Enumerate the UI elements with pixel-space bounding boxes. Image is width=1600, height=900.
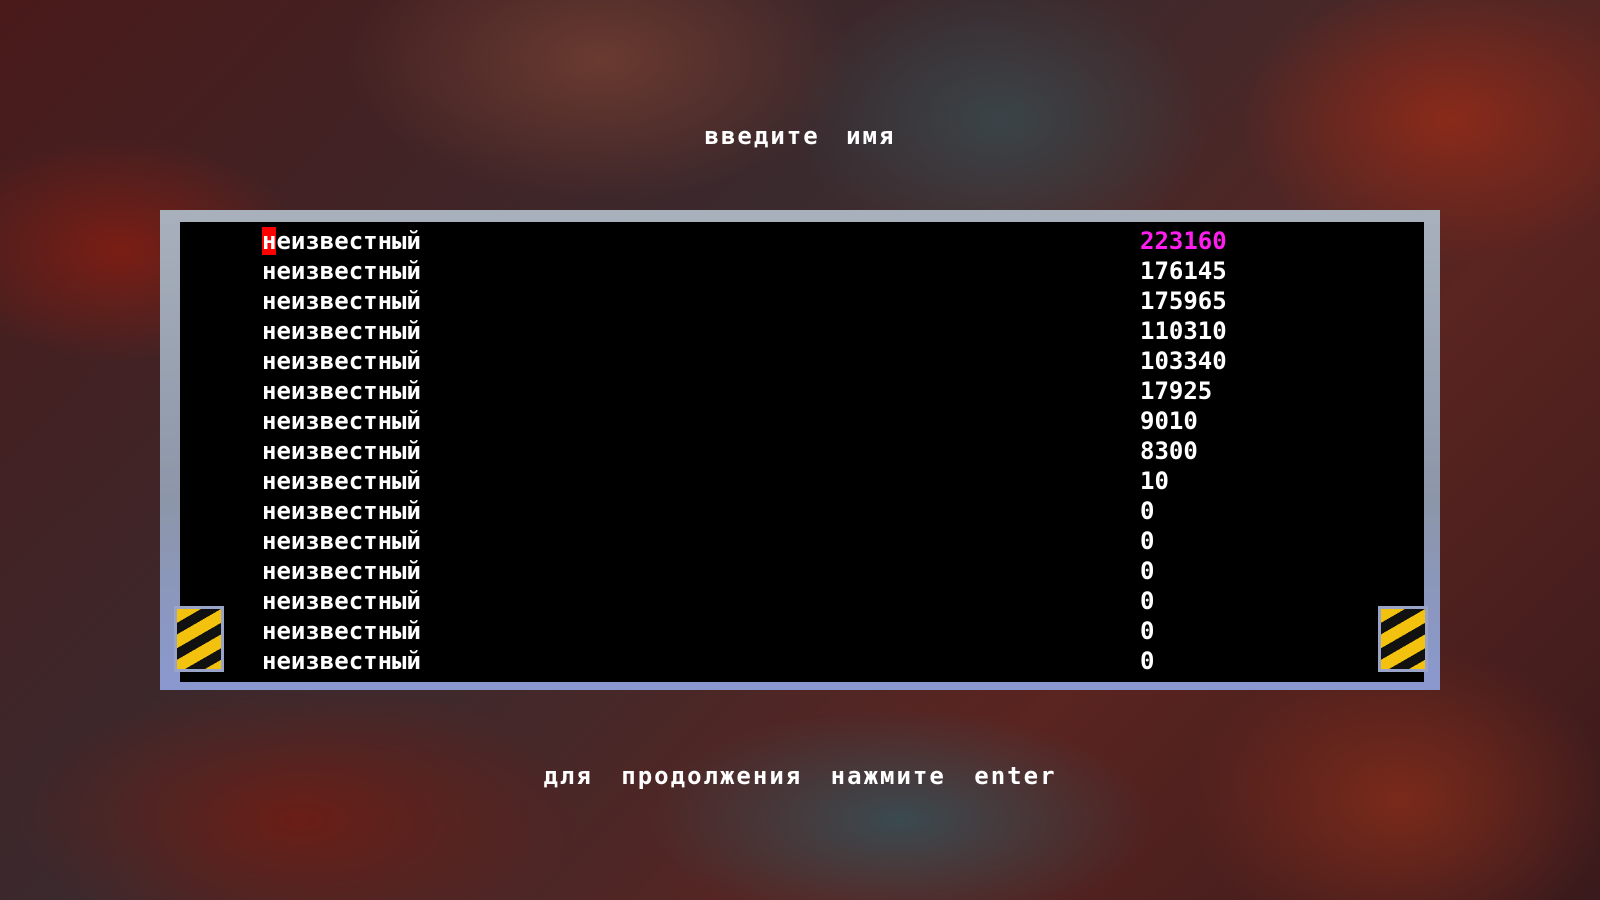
text-cursor: н [262,227,277,255]
player-name: неизвестный [262,407,421,435]
player-name: неизвестный [262,557,421,585]
player-score: 103340 [1140,347,1227,375]
player-name: неизвестный [262,587,421,615]
highscore-row: неизвестный 176145 [160,256,1440,286]
player-score: 175965 [1140,287,1227,315]
player-score: 0 [1140,497,1155,525]
highscore-row: неизвестный 10 [160,466,1440,496]
hazard-stripe-right [1378,606,1428,672]
player-name: неизвестный [262,287,421,315]
player-score: 0 [1140,527,1155,555]
player-score: 17925 [1140,377,1213,405]
highscore-row: неизвестный 0 [160,526,1440,556]
player-name: неизвестный [262,347,421,375]
player-name: неизвестный [262,317,421,345]
player-name: неизвестный [262,617,421,645]
player-score: 223160 [1140,227,1227,255]
highscore-row: неизвестный 8300 [160,436,1440,466]
player-name: неизвестный [262,647,421,675]
enter-name-title: введите имя [704,122,896,150]
player-score: 110310 [1140,317,1227,345]
player-name: неизвестный [262,497,421,525]
highscore-panel: неизвестный 223160 неизвестный 176145 неизве… [160,210,1440,690]
name-input[interactable]: неизвестный [262,227,421,255]
highscore-row: неизвестный 0 [160,586,1440,616]
highscore-row: неизвестный 0 [160,496,1440,526]
highscore-row: неизвестный 223160 [160,226,1440,256]
player-score: 0 [1140,617,1155,645]
highscore-row: неизвестный 103340 [160,346,1440,376]
highscore-row: неизвестный 110310 [160,316,1440,346]
player-score: 176145 [1140,257,1227,285]
highscore-row: неизвестный 0 [160,646,1440,676]
player-score: 0 [1140,557,1155,585]
hazard-stripe-left [174,606,224,672]
player-name: неизвестный [262,257,421,285]
highscore-list: неизвестный 223160 неизвестный 176145 неизве… [160,226,1440,676]
player-score: 0 [1140,647,1155,675]
player-score: 10 [1140,467,1169,495]
continue-prompt: для продолжения нажмите enter [543,762,1057,790]
highscore-row: неизвестный 17925 [160,376,1440,406]
highscore-row: неизвестный 0 [160,556,1440,586]
player-score: 9010 [1140,407,1198,435]
player-score: 8300 [1140,437,1198,465]
player-name: неизвестный [262,377,421,405]
player-name: неизвестный [262,437,421,465]
player-score: 0 [1140,587,1155,615]
highscore-table-background [180,222,1424,682]
highscore-row: неизвестный 0 [160,616,1440,646]
player-name: неизвестный [262,527,421,555]
highscore-row: неизвестный 9010 [160,406,1440,436]
highscore-row: неизвестный 175965 [160,286,1440,316]
player-name: неизвестный [262,467,421,495]
